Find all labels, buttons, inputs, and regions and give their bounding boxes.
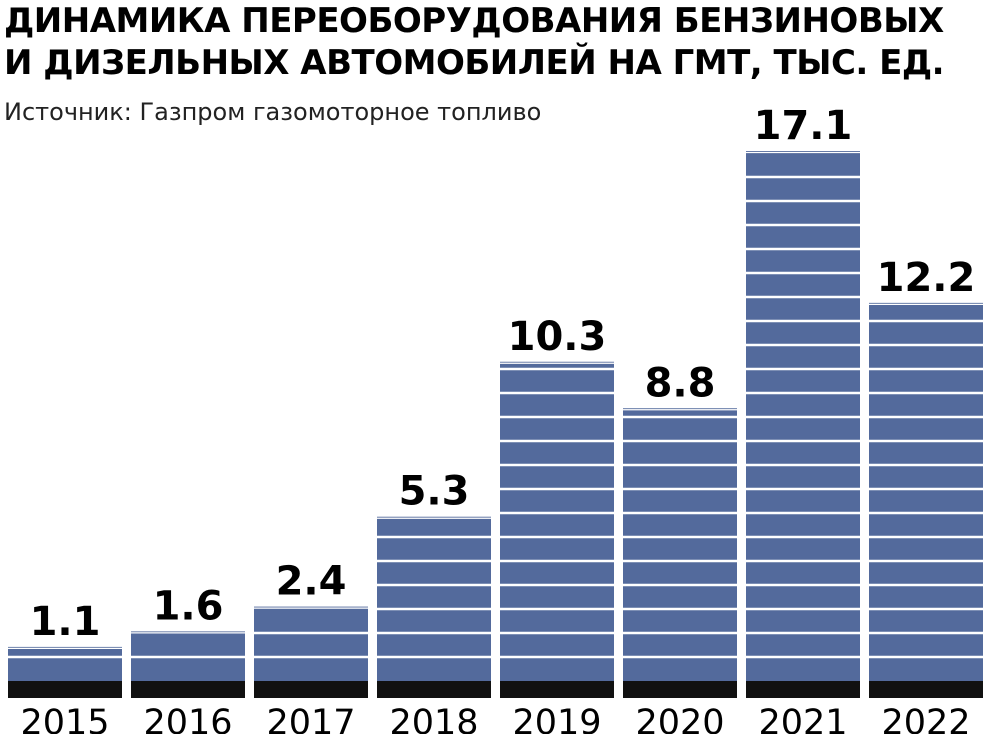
bar-base (746, 681, 860, 698)
data-label: 8.8 (645, 360, 716, 406)
bar (500, 361, 614, 681)
data-label: 1.1 (30, 599, 101, 645)
bar-base (254, 681, 368, 698)
chart-title: ДИНАМИКА ПЕРЕОБОРУДОВАНИЯ БЕНЗИНОВЫХ И Д… (4, 0, 994, 84)
bar-base (869, 681, 983, 698)
bar (623, 408, 737, 681)
x-tick-label: 2017 (266, 703, 355, 734)
data-label: 1.6 (153, 583, 224, 629)
data-label: 17.1 (754, 103, 853, 149)
bar (869, 302, 983, 681)
x-tick-label: 2021 (758, 703, 847, 734)
data-label: 5.3 (399, 469, 470, 515)
bar (377, 516, 491, 681)
x-tick-label: 2020 (635, 703, 724, 734)
data-label: 10.3 (508, 314, 607, 360)
bar (254, 606, 368, 681)
chart-title-line1: ДИНАМИКА ПЕРЕОБОРУДОВАНИЯ БЕНЗИНОВЫХ (4, 1, 944, 41)
x-tick-label: 2015 (20, 703, 109, 734)
x-tick-label: 2022 (881, 703, 970, 734)
source-note: Источник: Газпром газомоторное топливо (4, 98, 542, 126)
data-label: 2.4 (276, 559, 347, 605)
data-label: 12.2 (877, 255, 976, 301)
x-tick-label: 2018 (389, 703, 478, 734)
chart-title-line2: И ДИЗЕЛЬНЫХ АВТОМОБИЛЕЙ НА ГМТ, ТЫС. ЕД. (4, 43, 945, 83)
bar-base (623, 681, 737, 698)
x-tick-label: 2019 (512, 703, 601, 734)
bar-base (377, 681, 491, 698)
bar-base (131, 681, 245, 698)
bar (8, 646, 122, 681)
bar-base (8, 681, 122, 698)
bar-base (500, 681, 614, 698)
x-tick-label: 2016 (143, 703, 232, 734)
